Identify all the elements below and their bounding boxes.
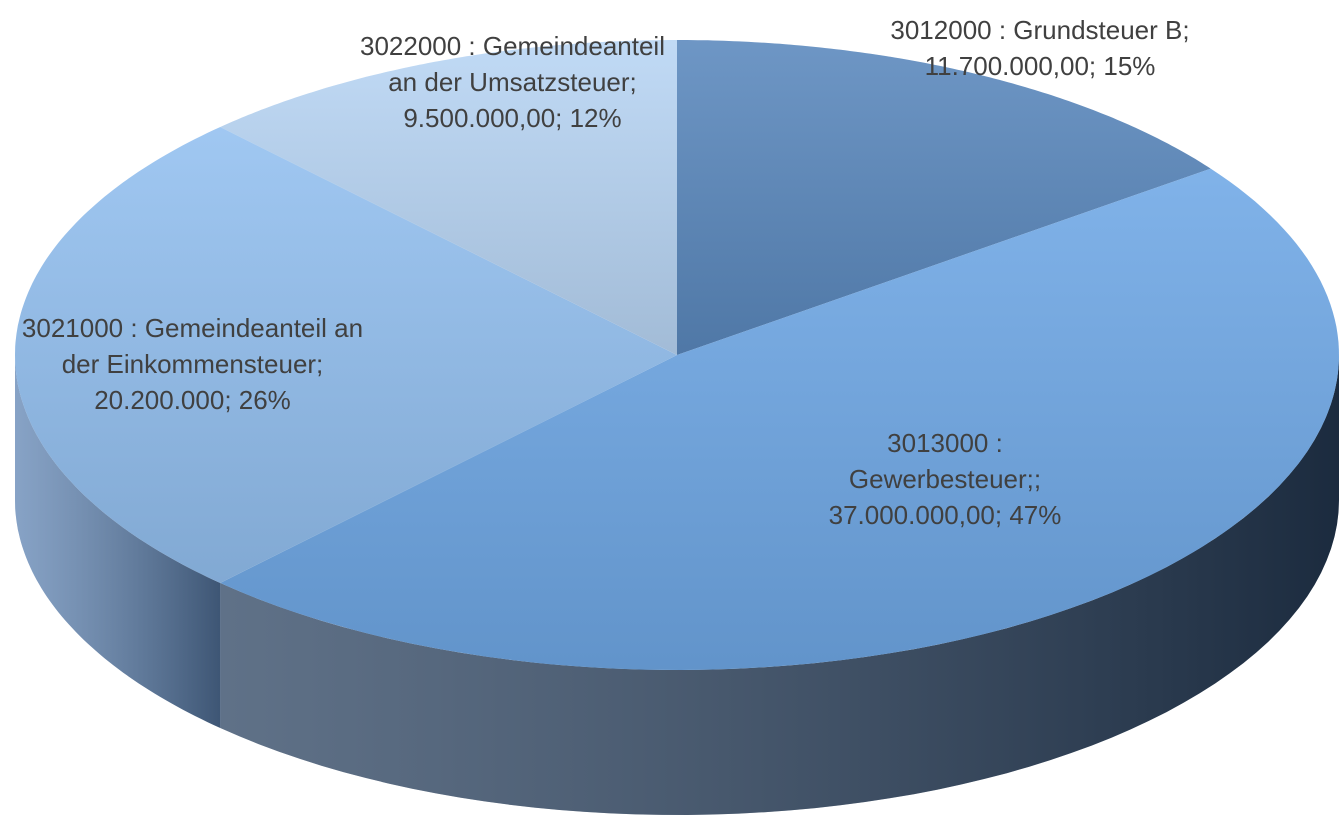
pie-slice-shade bbox=[220, 168, 1339, 670]
pie-side-shade bbox=[220, 355, 1339, 815]
pie-tops bbox=[15, 40, 1339, 670]
data-label: 3021000 : Gemeindeanteil an der Einkomme… bbox=[21, 313, 364, 415]
pie-slice-shade bbox=[220, 40, 678, 355]
data-label: 3022000 : Gemeindeanteil an der Umsatzst… bbox=[359, 31, 665, 133]
pie-slice-shade bbox=[677, 40, 1211, 355]
pie-slice-shade bbox=[15, 127, 677, 583]
data-label: 3012000 : Grundsteuer B; 11.700.000,00; … bbox=[890, 15, 1190, 81]
pie-side-shade bbox=[15, 355, 221, 728]
data-label: 3013000 : Gewerbesteuer;; 37.000.000,00;… bbox=[828, 428, 1062, 530]
pie-sides bbox=[15, 355, 1339, 815]
